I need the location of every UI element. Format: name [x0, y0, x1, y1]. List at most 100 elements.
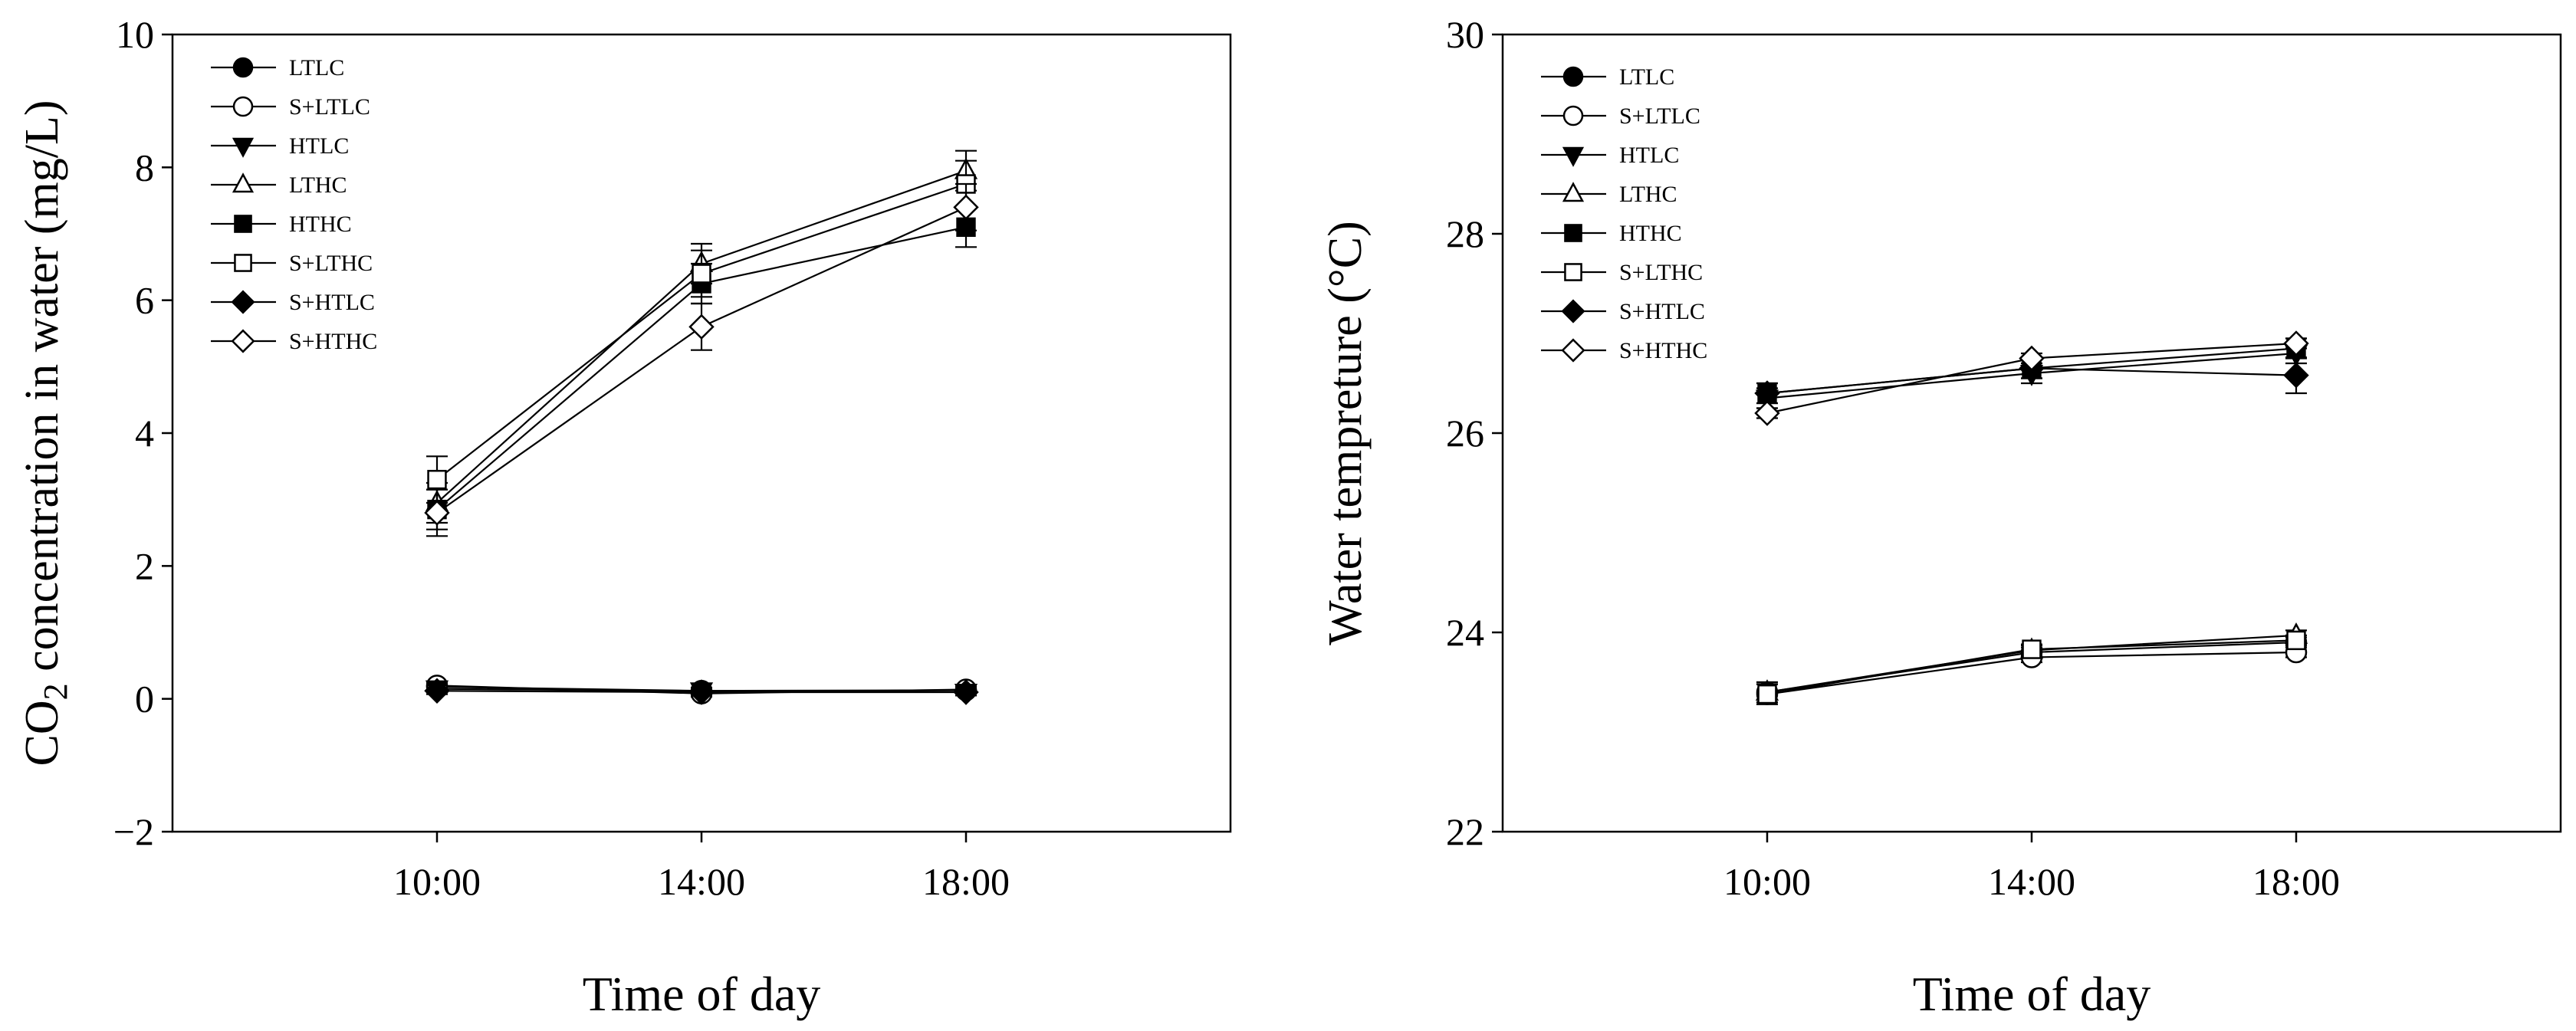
- temp-point-splus-htlc: [2283, 362, 2309, 389]
- temp-x-tick-label: 18:00: [2252, 860, 2340, 903]
- temp-ticks: 22 24 26 28 30 10:00 14:00 18:00: [1446, 13, 2340, 903]
- co2-y-axis-title-subscript: 2: [37, 683, 74, 700]
- temp-legend-marker: [1561, 338, 1585, 363]
- temp-x-tick-label: 10:00: [1723, 860, 1811, 903]
- co2-legend-item-splus-hthc: S+HTHC: [211, 329, 377, 354]
- co2-point-splus-hthc: [424, 500, 450, 526]
- temp-point-splus-hthc: [1754, 400, 1780, 426]
- temp-legend-item-ltlc: LTLC: [1541, 64, 1674, 90]
- co2-legend-item-hthc: HTHC: [211, 212, 352, 237]
- temp-point-splus-lthc: [1757, 684, 1777, 704]
- temp-y-tick-label: 28: [1446, 212, 1484, 255]
- temp-legend-marker: [1564, 263, 1582, 281]
- temp-legend-marker: [1562, 66, 1584, 87]
- co2-point-splus-hthc: [953, 194, 979, 221]
- co2-legend-marker: [234, 254, 252, 272]
- temp-series-splus-hthc: [1754, 330, 2309, 426]
- temp-legend-marker: [1562, 146, 1585, 167]
- temp-y-tick-label: 26: [1446, 412, 1484, 455]
- co2-y-tick-label: 6: [135, 279, 154, 322]
- co2-legend-marker: [232, 172, 255, 193]
- co2-legend-marker: [231, 329, 255, 353]
- temperature-chart: 22 24 26 28 30 10:00 14:00 18:00 LTLC S+LTLC HTLC…: [1319, 13, 2562, 1021]
- co2-x-tick-label: 14:00: [658, 860, 745, 903]
- co2-point-splus-htlc: [688, 679, 715, 705]
- co2-point-splus-lthc: [427, 469, 447, 490]
- co2-x-axis-title: Time of day: [583, 967, 821, 1021]
- temp-y-tick-label: 22: [1446, 810, 1484, 853]
- temp-x-axis-title: Time of day: [1913, 967, 2151, 1021]
- co2-legend-label: LTLC: [289, 55, 344, 80]
- co2-legend-marker: [232, 137, 255, 158]
- co2-y-tick-label: 4: [135, 412, 154, 455]
- temp-legend-label: S+HTHC: [1619, 338, 1707, 363]
- temp-legend-marker: [1561, 299, 1585, 323]
- co2-legend-item-splus-lthc: S+LTHC: [211, 251, 373, 276]
- co2-point-splus-htlc: [424, 678, 450, 704]
- temp-legend-marker: [1564, 224, 1582, 242]
- co2-legend-marker: [232, 57, 254, 78]
- co2-point-splus-hthc: [688, 314, 715, 340]
- temp-point-splus-hthc: [2019, 345, 2045, 372]
- temp-legend-label: S+LTHC: [1619, 260, 1703, 285]
- temp-x-tick-label: 14:00: [1988, 860, 2075, 903]
- co2-chart: −2 0 2 4 6 8 10 10:00 14:00 18:00 LTLC S+LTLC HTLC L…: [16, 13, 1232, 1021]
- co2-legend-label: S+HTLC: [289, 290, 375, 315]
- temp-legend-label: HTHC: [1619, 221, 1682, 246]
- co2-legend-item-splus-ltlc: S+LTLC: [211, 94, 370, 120]
- co2-x-tick-label: 10:00: [393, 860, 481, 903]
- temp-series-group: [1754, 330, 2309, 705]
- co2-legend-marker: [232, 96, 254, 117]
- temp-legend-item-splus-hthc: S+HTHC: [1541, 338, 1707, 363]
- co2-legend-label: HTLC: [289, 133, 349, 159]
- co2-legend-item-splus-htlc: S+HTLC: [211, 290, 375, 315]
- co2-y-tick-label: 2: [135, 544, 154, 587]
- co2-legend-label: S+LTLC: [289, 94, 370, 120]
- temp-point-splus-hthc: [2283, 330, 2309, 356]
- temp-point-splus-lthc: [2022, 639, 2042, 659]
- co2-series-splus-hthc: [424, 182, 979, 537]
- temp-legend-label: LTLC: [1619, 64, 1674, 90]
- temp-legend-label: HTLC: [1619, 143, 1679, 168]
- co2-legend-marker: [234, 215, 252, 233]
- co2-legend-item-ltlc: LTLC: [211, 55, 344, 80]
- temp-legend-label: S+LTLC: [1619, 103, 1700, 129]
- temp-legend-marker: [1562, 182, 1585, 202]
- temp-point-splus-lthc: [2286, 630, 2306, 651]
- co2-legend-marker: [231, 290, 255, 314]
- temp-legend-item-splus-lthc: S+LTHC: [1541, 260, 1703, 285]
- co2-legend-item-htlc: HTLC: [211, 133, 349, 159]
- co2-x-tick-label: 18:00: [922, 860, 1010, 903]
- co2-y-tick-label: −2: [113, 810, 154, 853]
- temp-legend-item-htlc: HTLC: [1541, 143, 1679, 168]
- co2-ticks: −2 0 2 4 6 8 10 10:00 14:00 18:00: [113, 13, 1010, 903]
- co2-y-tick-label: 10: [116, 13, 154, 56]
- co2-legend-label: S+LTHC: [289, 251, 373, 276]
- temp-legend: LTLC S+LTLC HTLC LTHC HTHC S+LTHC S+HTLC S+HTHC: [1541, 64, 1707, 363]
- temp-y-tick-label: 24: [1446, 611, 1484, 654]
- co2-legend-label: LTHC: [289, 172, 347, 198]
- co2-series-splus-htlc: [424, 678, 979, 705]
- co2-legend-label: S+HTHC: [289, 329, 377, 354]
- temp-legend-item-splus-ltlc: S+LTLC: [1541, 103, 1700, 129]
- temp-legend-label: LTHC: [1619, 182, 1677, 207]
- co2-y-axis-title: CO2 concentration in water (mg/L): [16, 100, 74, 766]
- temp-legend-item-lthc: LTHC: [1541, 182, 1677, 207]
- temp-y-tick-label: 30: [1446, 13, 1484, 56]
- co2-y-tick-label: 0: [135, 678, 154, 721]
- temp-legend-label: S+HTLC: [1619, 299, 1705, 324]
- co2-y-axis-title-rest: concentration in water (mg/L): [16, 100, 68, 683]
- temp-legend-item-hthc: HTHC: [1541, 221, 1682, 246]
- co2-point-splus-lthc: [692, 264, 711, 284]
- temp-legend-marker: [1562, 105, 1584, 126]
- co2-point-splus-htlc: [953, 679, 979, 705]
- co2-series-group: [424, 149, 979, 705]
- temp-y-axis-title: Water tempreture (°C): [1319, 221, 1372, 645]
- temp-series-splus-lthc: [1756, 630, 2307, 705]
- co2-y-tick-label: 8: [135, 146, 154, 189]
- co2-y-axis-title-main: CO: [16, 700, 68, 766]
- co2-legend-label: HTHC: [289, 212, 352, 237]
- co2-legend-item-lthc: LTHC: [211, 172, 347, 198]
- temp-legend-item-splus-htlc: S+HTLC: [1541, 299, 1705, 324]
